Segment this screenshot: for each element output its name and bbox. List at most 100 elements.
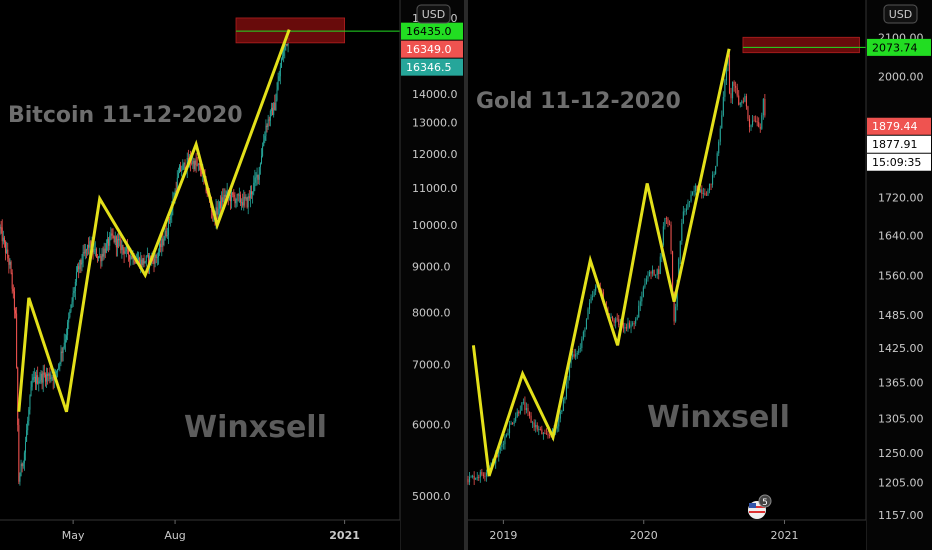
gold-time-axis[interactable]: 2019 2020 2021 bbox=[468, 519, 866, 550]
gold-candle-body bbox=[741, 101, 743, 103]
bitcoin-price-tag[interactable]: 16435.0 bbox=[401, 22, 463, 40]
gold-candle-body bbox=[476, 477, 478, 478]
bitcoin-chart-panel[interactable]: Bitcoin 11-12-2020 Winxsell bbox=[0, 17, 400, 486]
gold-candle-body bbox=[658, 269, 660, 275]
gold-price-axis-bg bbox=[866, 0, 932, 550]
bitcoin-candle-body bbox=[194, 160, 196, 170]
gold-price-tag[interactable]: 1877.91 bbox=[867, 135, 931, 153]
gold-watermark: Winxsell bbox=[647, 400, 790, 435]
bitcoin-currency-label[interactable]: USD bbox=[416, 4, 451, 24]
gold-chart-panel[interactable]: Gold 11-12-2020 Winxsell bbox=[467, 36, 866, 486]
bitcoin-candle-body bbox=[156, 257, 158, 258]
gold-candle-body bbox=[638, 305, 640, 318]
bitcoin-candle-body bbox=[183, 162, 185, 165]
gold-candle-body bbox=[670, 224, 672, 252]
gold-candle-body bbox=[542, 433, 544, 435]
gold-resistance-zone-rect[interactable] bbox=[742, 36, 860, 54]
bitcoin-candle-body bbox=[171, 208, 173, 217]
bitcoin-candle-body bbox=[31, 379, 33, 387]
bitcoin-candle-body bbox=[98, 256, 100, 259]
bitcoin-candle-body bbox=[179, 165, 181, 174]
gold-price-tag[interactable]: 15:09:35 bbox=[867, 153, 931, 171]
bitcoin-candle-body bbox=[200, 165, 202, 171]
bitcoin-candle-body bbox=[164, 230, 166, 241]
bitcoin-candle-body bbox=[29, 396, 31, 410]
gold-candle-body bbox=[668, 224, 671, 226]
bitcoin-candle-body bbox=[269, 110, 271, 121]
gold-price-tag[interactable]: 2073.74 bbox=[867, 38, 931, 56]
gold-candle-body bbox=[761, 115, 763, 129]
bitcoin-x-tick-label: Aug bbox=[164, 529, 185, 542]
bitcoin-candle-body bbox=[222, 197, 224, 203]
bitcoin-candle-body bbox=[48, 373, 50, 376]
gold-chart-title: Gold 11-12-2020 bbox=[476, 89, 681, 114]
gold-candle-body bbox=[576, 352, 578, 355]
bitcoin-candle-body bbox=[265, 125, 267, 136]
bitcoin-candle-body bbox=[87, 244, 89, 250]
currency-box bbox=[883, 4, 918, 24]
bitcoin-price-tags: 16435.0 16349.0 16346.5 bbox=[401, 22, 463, 76]
bitcoin-y-tick-label: 10000.0 bbox=[412, 219, 458, 232]
gold-candle-body bbox=[556, 426, 558, 429]
bitcoin-y-tick-label: 9000.0 bbox=[412, 260, 451, 273]
bitcoin-y-tick-label: 14000.0 bbox=[412, 88, 458, 101]
gold-price-tag[interactable]: 1879.44 bbox=[867, 117, 931, 135]
gold-candle-body bbox=[504, 436, 506, 445]
gold-candle-body bbox=[719, 128, 721, 142]
bitcoin-candle-body bbox=[225, 193, 227, 197]
gold-candle-body bbox=[582, 331, 584, 339]
bitcoin-candle-body bbox=[64, 339, 66, 343]
bitcoin-candle-body bbox=[191, 162, 193, 164]
gold-candle-body bbox=[759, 126, 761, 129]
bitcoin-candle-body bbox=[79, 260, 81, 270]
bitcoin-candle-body bbox=[123, 248, 125, 254]
bitcoin-x-tick-label: May bbox=[62, 529, 85, 542]
gold-candle-body bbox=[615, 318, 617, 323]
gold-candle-body bbox=[684, 211, 686, 212]
bitcoin-candle-body bbox=[32, 377, 34, 380]
gold-price-axis[interactable]: 1157.00 1205.00 1250.00 1305.00 1365.00 1425.… bbox=[865, 0, 932, 550]
bitcoin-candle-body bbox=[253, 182, 255, 192]
bitcoin-time-axis[interactable]: May Aug 2021 bbox=[0, 519, 400, 550]
gold-candle-body bbox=[564, 396, 566, 401]
gold-candle-body bbox=[724, 80, 726, 97]
bitcoin-price-tag[interactable]: 16349.0 bbox=[401, 40, 463, 58]
bitcoin-candle-body bbox=[99, 256, 101, 258]
gold-candle-body bbox=[478, 477, 480, 478]
bitcoin-candle-body bbox=[138, 258, 140, 260]
gold-candle-body bbox=[572, 354, 574, 357]
gold-candle-body bbox=[481, 472, 483, 475]
gold-y-tick-label: 1250.00 bbox=[878, 447, 924, 460]
bitcoin-candle-body bbox=[21, 463, 23, 467]
bitcoin-zigzag-line[interactable] bbox=[17, 29, 291, 413]
bitcoin-candle-body bbox=[197, 163, 199, 166]
bitcoin-price-tag[interactable]: 16346.5 bbox=[401, 58, 463, 76]
gold-candle-body bbox=[548, 435, 551, 437]
gold-candle-body bbox=[467, 479, 469, 483]
gold-candle-body bbox=[524, 402, 526, 411]
gold-candle-body bbox=[527, 407, 529, 412]
gold-candle-body bbox=[532, 422, 534, 424]
bitcoin-candle-body bbox=[100, 256, 102, 262]
bitcoin-candle-body bbox=[236, 194, 238, 201]
gold-candle-body bbox=[750, 125, 752, 127]
gold-price-tag-label: 15:09:35 bbox=[872, 156, 921, 169]
bitcoin-candle-body bbox=[62, 347, 64, 354]
bitcoin-candle-body bbox=[252, 191, 254, 195]
panel-divider[interactable] bbox=[464, 0, 468, 550]
bitcoin-price-axis[interactable]: 5000.0 6000.0 7000.0 8000.0 9000.0 10000.0 110… bbox=[399, 0, 464, 550]
economic-events-badge[interactable]: 5 bbox=[748, 494, 772, 519]
gold-candle-body bbox=[538, 429, 540, 430]
bitcoin-candle-body bbox=[141, 259, 143, 266]
gold-y-tick-label: 1305.00 bbox=[878, 413, 924, 426]
gold-currency-label[interactable]: USD bbox=[883, 4, 918, 24]
gold-candle-body bbox=[639, 301, 641, 306]
gold-candle-body bbox=[633, 323, 635, 325]
gold-price-tag-bg bbox=[867, 153, 931, 171]
bitcoin-candle-body bbox=[67, 322, 69, 336]
gold-zigzag-line[interactable] bbox=[471, 48, 731, 477]
bitcoin-candle-body bbox=[11, 272, 13, 289]
gold-candle-body bbox=[712, 175, 714, 185]
bitcoin-candle-body bbox=[124, 251, 126, 254]
bitcoin-candle-body bbox=[34, 377, 36, 384]
